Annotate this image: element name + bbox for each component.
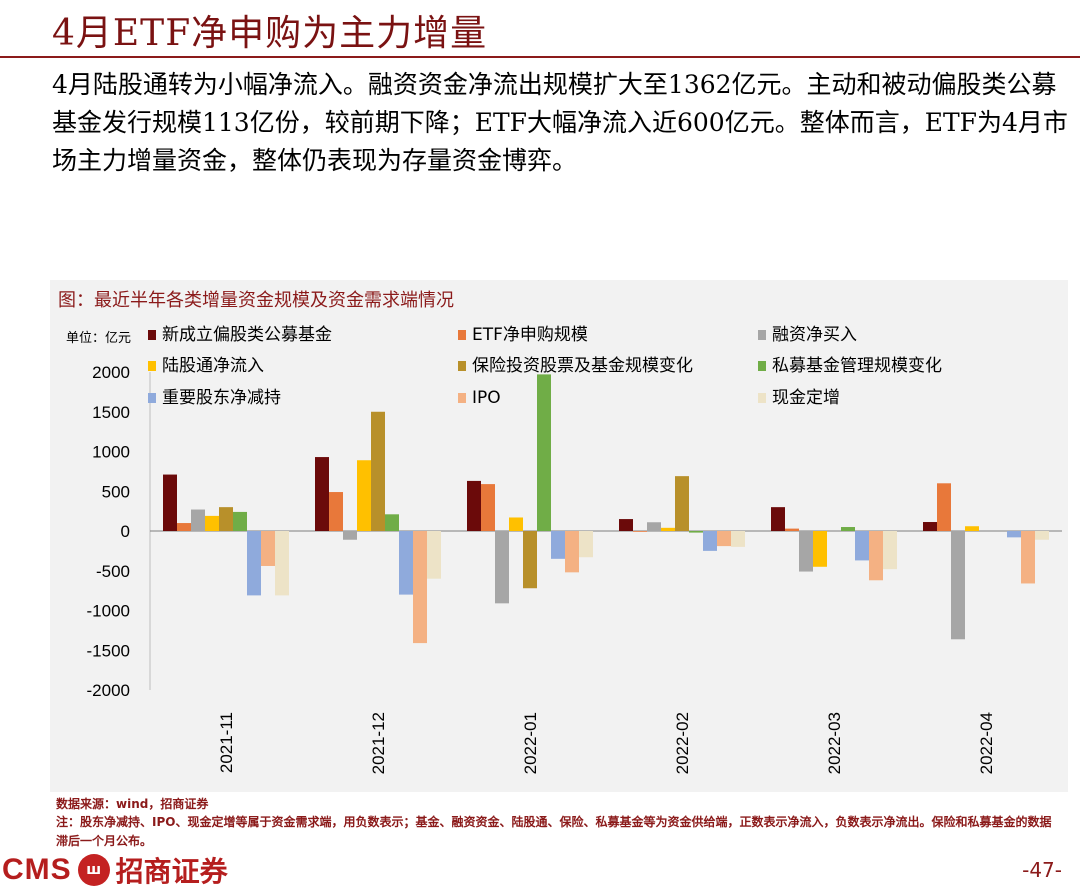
x-tick-label: 2021-12 [369,712,388,774]
x-tick-label: 2022-01 [521,712,540,774]
legend-label-1: ETF净申购规模 [472,325,588,345]
title-divider [0,56,1080,58]
unit-label: 单位：亿元 [66,331,131,346]
bar-2021-11-series-4 [219,507,233,531]
bar-2022-01-series-2 [495,531,509,604]
bar-2021-11-series-2 [191,509,205,531]
y-tick-label: 1000 [92,443,130,462]
data-source: 数据来源：wind，招商证券 [56,797,209,811]
y-tick-label: 500 [102,482,130,501]
bar-2022-01-series-7 [565,531,579,573]
y-tick-label: 0 [121,522,130,541]
page-number: -47- [1022,858,1062,882]
bar-2022-04-series-2 [951,531,965,640]
legend-swatch-0 [148,330,156,340]
bar-2022-01-series-4 [523,531,537,589]
bar-2022-01-series-1 [481,484,495,531]
bar-2022-02-series-5 [689,531,703,533]
legend-swatch-4 [458,361,466,371]
legend-swatch-5 [758,361,766,371]
bar-chart: 单位：亿元 2000 1500 1000 500 0 -500 -1000 -1500 -2000… [66,325,1062,774]
slide-body-text: 4月陆股通转为小幅净流入。融资资金净流出规模扩大至1362亿元。主动和被动偏股类… [52,70,1068,175]
bar-2021-11-series-6 [247,531,261,596]
bar-2021-12-series-6 [399,531,413,595]
slide-title: 4月ETF净申购为主力增量 [52,13,488,54]
chart-title: 图：最近半年各类增量资金规模及资金需求端情况 [58,290,454,311]
bar-2021-12-series-2 [343,531,357,540]
bar-2022-03-series-5 [841,527,855,531]
bar-2022-04-series-8 [1035,531,1049,540]
bar-2022-01-series-8 [579,531,593,558]
bar-2021-12-series-3 [357,460,371,531]
legend-swatch-1 [458,330,466,340]
bar-2022-03-series-0 [771,507,785,531]
bar-2022-04-series-7 [1021,531,1035,584]
bar-2022-02-series-4 [675,476,689,531]
bar-2022-04-series-6 [1007,531,1021,538]
logo-emblem-icon: ш [77,854,110,886]
bar-2021-11-series-0 [163,474,177,531]
bar-2022-04-series-0 [923,522,937,531]
bar-2022-02-series-8 [731,531,745,547]
legend-label-0: 新成立偏股类公募基金 [162,325,332,345]
bar-2022-02-series-7 [717,531,731,547]
legend-label-2: 融资净买入 [772,325,857,345]
legend-label-3: 陆股通净流入 [162,356,264,376]
bar-2022-02-series-6 [703,531,717,551]
x-tick-label: 2022-04 [977,712,996,774]
bar-2022-01-series-0 [467,480,481,531]
bar-2022-03-series-8 [883,531,897,570]
bar-2021-12-series-8 [427,531,441,579]
bar-2021-12-series-1 [329,492,343,531]
legend-swatch-2 [758,330,766,340]
x-tick-label: 2022-03 [825,712,844,774]
bar-2022-04-series-1 [937,483,951,531]
bar-2021-11-series-7 [261,531,275,566]
y-tick-label: -500 [96,562,130,581]
y-tick-label: -1500 [87,641,130,660]
y-tick-label: -1000 [87,602,130,621]
legend-label-4: 保险投资股票及基金规模变化 [472,356,693,376]
bar-2022-01-series-3 [509,517,523,531]
bar-2022-03-series-7 [869,531,883,581]
legend-swatch-6 [148,393,156,403]
legend-label-7: IPO [472,388,501,408]
bar-2022-03-series-2 [799,531,813,572]
bar-2022-03-series-1 [785,528,799,531]
bar-2021-12-series-7 [413,531,427,644]
bar-2021-12-series-4 [371,411,385,531]
bar-2022-01-series-5 [537,374,551,531]
logo-text-cms: CMS [2,853,72,886]
bar-2022-02-series-0 [619,519,633,531]
bar-2022-01-series-6 [551,531,565,559]
legend-swatch-3 [148,361,156,371]
chart-panel: 图：最近半年各类增量资金规模及资金需求端情况 单位：亿元 2000 1500 1000… [50,280,1068,792]
y-tick-label: -2000 [87,681,130,700]
chart-footnote: 注：股东净减持、IPO、现金定增等属于资金需求端，用负数表示；基金、融资资金、陆… [56,815,1052,848]
legend-label-5: 私募基金管理规模变化 [772,356,942,376]
y-tick-label: 1500 [92,403,130,422]
bar-2022-02-series-2 [647,522,661,531]
x-tick-label: 2021-11 [217,712,236,773]
bar-2022-03-series-3 [813,531,827,567]
bar-2021-11-series-8 [275,531,289,596]
bar-2021-11-series-1 [177,523,191,531]
bar-2022-03-series-6 [855,531,869,561]
y-tick-label: 2000 [92,363,130,382]
bar-2022-04-series-3 [965,526,979,531]
legend-swatch-8 [758,393,766,403]
logo-text-cn: 招商证券 [115,855,228,888]
cms-logo: CMS ш 招商证券 [2,852,228,888]
bar-2022-02-series-1 [633,531,647,532]
legend-label-8: 现金定增 [772,388,840,408]
bar-2021-11-series-5 [233,511,247,531]
legend-swatch-7 [458,393,466,403]
bar-2022-02-series-3 [661,527,675,531]
bar-2021-12-series-5 [385,514,399,531]
bar-2021-12-series-0 [315,457,329,531]
legend-label-6: 重要股东净减持 [162,388,281,408]
bar-2021-11-series-3 [205,515,219,531]
x-tick-label: 2022-02 [673,712,692,774]
